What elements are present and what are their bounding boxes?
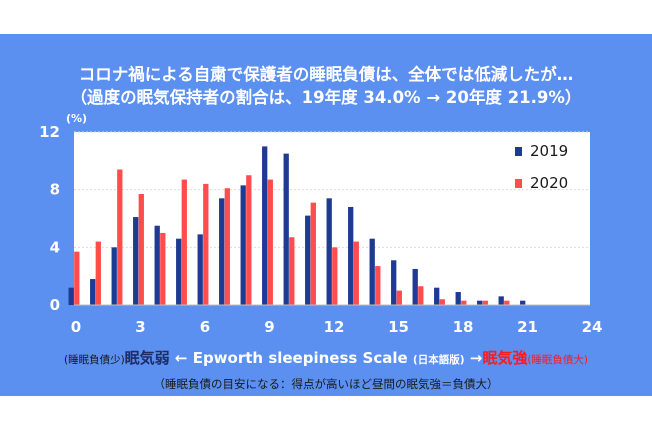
legend-swatch-2020 [515, 179, 522, 188]
bar-2020 [95, 241, 101, 305]
bar-2020 [289, 237, 295, 305]
legend-label-2019: 2019 [530, 142, 568, 160]
bar-chart: 0 4 8 12 (%) 0 3 6 9 12 15 18 21 24 2019 2020 [39, 112, 603, 336]
x-tick-label: 18 [453, 318, 474, 336]
bar-2019 [262, 146, 268, 305]
legend-label-2020: 2020 [530, 174, 568, 192]
x-caption-arrow-right: → [464, 349, 483, 367]
x-caption-right-bold: 眠気強 [482, 349, 528, 367]
y-axis-unit: (%) [66, 112, 87, 125]
bar-2020 [138, 193, 144, 305]
slide-background: コロナ禍による自粛で保護者の睡眠負債は、全体では低減したが… （過度の眠気保持者… [0, 34, 652, 396]
bar-2019 [90, 279, 96, 305]
bar-2020 [246, 175, 252, 305]
x-caption-left-small: (睡眠負債少) [63, 354, 125, 366]
y-tick-label: 8 [50, 181, 60, 199]
bar-2019 [219, 198, 225, 305]
x-caption-edition: (日本語版) [412, 354, 465, 366]
bar-2019 [68, 287, 74, 305]
bar-2020 [203, 183, 209, 305]
bar-2019 [391, 260, 397, 305]
bar-2020 [353, 241, 359, 305]
x-axis-caption: (睡眠負債少)眠気弱 ← Epworth sleepiness Scale (日… [0, 347, 652, 368]
x-caption-arrow-left: ← [169, 349, 193, 367]
x-caption-scale-name: Epworth sleepiness Scale [192, 349, 413, 367]
bar-2020 [418, 286, 424, 305]
bar-2020 [332, 247, 338, 305]
bar-2020 [396, 290, 402, 305]
bar-2020 [310, 202, 316, 305]
bar-2019 [326, 198, 332, 305]
bar-2020 [439, 299, 445, 305]
bar-2019 [369, 238, 375, 305]
bar-2020 [375, 266, 381, 305]
bar-2020 [482, 300, 488, 305]
bar-2019 [305, 215, 311, 305]
bar-2019 [434, 287, 440, 305]
bar-2020 [461, 300, 467, 305]
x-caption-right-small: (睡眠負債大) [527, 354, 589, 366]
bar-2020 [267, 179, 273, 305]
legend-swatch-2019 [515, 147, 522, 156]
chart-title-line2: （過度の眠気保持者の割合は、19年度 34.0% → 20年度 21.9%） [70, 88, 582, 107]
bar-2019 [154, 225, 160, 305]
bar-2020 [160, 232, 166, 305]
y-tick-label: 0 [50, 296, 60, 314]
bar-2019 [477, 300, 483, 305]
bar-2019 [133, 217, 139, 305]
bar-2020 [224, 188, 230, 305]
x-tick-label: 12 [324, 318, 345, 336]
bar-2019 [111, 247, 117, 305]
x-tick-label: 24 [582, 318, 603, 336]
bar-2019 [240, 185, 246, 305]
bar-2019 [283, 153, 289, 305]
bar-2019 [520, 300, 526, 305]
bar-2019 [412, 268, 418, 305]
bar-2020 [504, 300, 510, 305]
plot-area [74, 132, 590, 305]
x-tick-label: 0 [71, 318, 81, 336]
x-tick-label: 3 [135, 318, 145, 336]
x-tick-label: 6 [200, 318, 210, 336]
bar-2019 [197, 234, 203, 305]
bar-2020 [74, 251, 80, 305]
bar-2020 [117, 169, 123, 305]
bar-2019 [455, 292, 461, 305]
chart-title-line1: コロナ禍による自粛で保護者の睡眠負債は、全体では低減したが… [78, 65, 574, 84]
y-tick-label: 4 [50, 238, 60, 256]
footnote: （睡眠負債の目安になる：得点が高いほど昼間の眠気強＝負債大） [153, 377, 499, 391]
y-tick-label: 12 [39, 123, 60, 141]
x-tick-label: 9 [264, 318, 274, 336]
bar-2019 [348, 206, 354, 305]
bar-2019 [498, 296, 504, 305]
bar-2020 [181, 179, 187, 305]
bar-2019 [176, 238, 182, 305]
x-caption-left-bold: 眠気弱 [124, 349, 170, 367]
x-tick-label: 21 [517, 318, 538, 336]
x-tick-label: 15 [388, 318, 409, 336]
